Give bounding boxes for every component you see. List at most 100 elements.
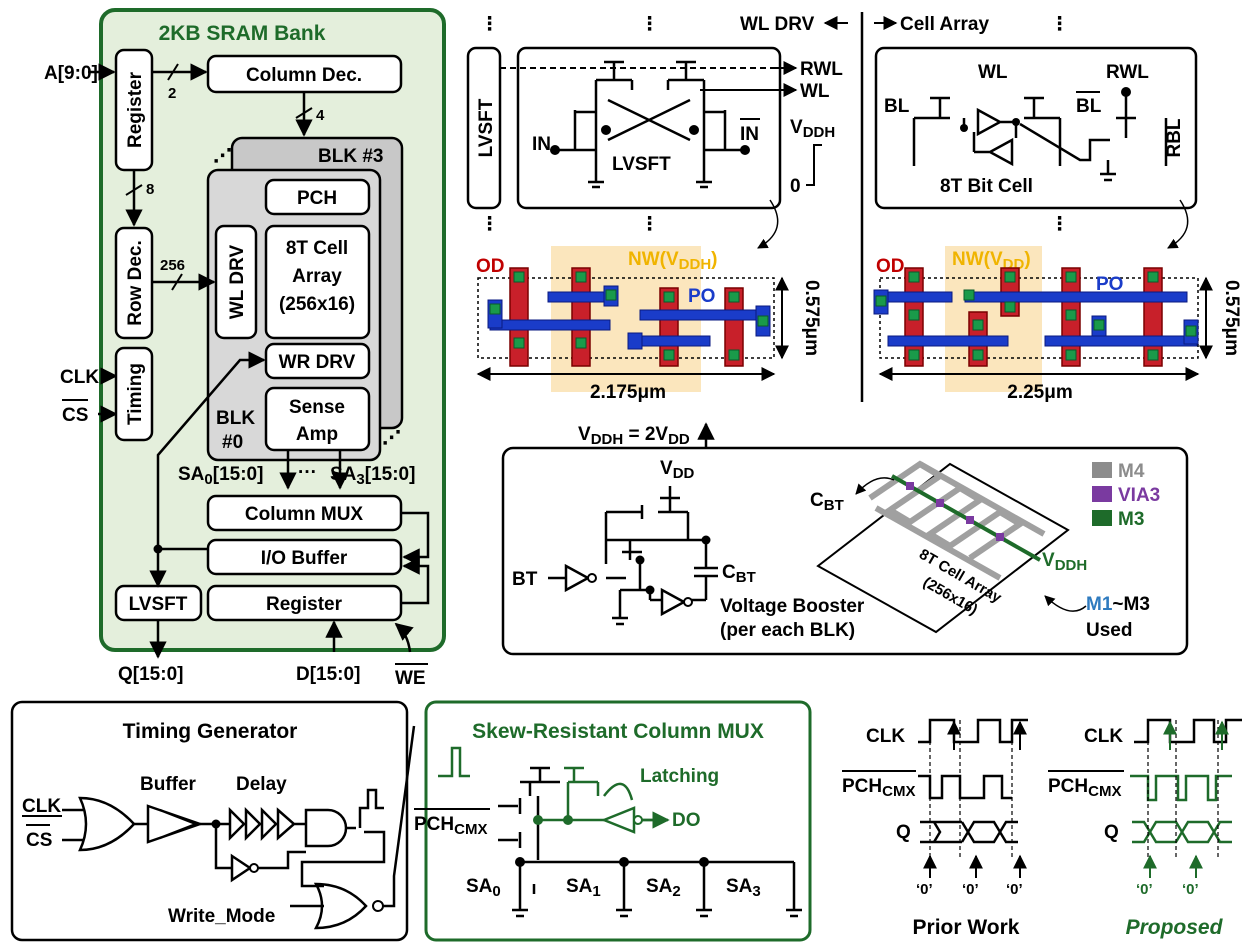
- used-label: Used: [1086, 620, 1132, 641]
- prior-zero-2: ‘0’: [962, 881, 979, 898]
- do-label: DO: [672, 810, 701, 831]
- zero-level-label: 0: [790, 176, 801, 197]
- bitcell-box: [874, 46, 1198, 210]
- bc-po-label: PO: [1096, 274, 1123, 295]
- bitcell-rbl-label: RBL: [1164, 118, 1185, 157]
- svg-text:⋮: ⋮: [1050, 14, 1069, 35]
- lvsft-circuit-label: LVSFT: [612, 154, 671, 175]
- timing-generator-title: Timing Generator: [123, 720, 298, 743]
- sense-amp-line1: Sense: [289, 397, 345, 418]
- prior-work-label: Prior Work: [913, 916, 1020, 939]
- cs-input-label: CS: [62, 405, 88, 426]
- lvsft-circuit-box: [516, 46, 782, 210]
- delay-label: Delay: [236, 774, 287, 795]
- block-0-label-1: BLK: [216, 408, 255, 429]
- bitcell-panel: ⋮ WL RWL BL BL RBL 8T Bit Cell ⋮ OD NW(V…: [873, 14, 1242, 403]
- bc-width-label: 2.25μm: [1007, 382, 1073, 403]
- svg-text:⋮: ⋮: [1050, 214, 1069, 235]
- wl-width-label: 2.175μm: [590, 382, 666, 403]
- rwl-out-label: RWL: [800, 59, 843, 80]
- bitcell-rwl-label: RWL: [1106, 62, 1149, 83]
- m3-legend: M3: [1118, 509, 1144, 530]
- prior-zero-1: ‘0’: [916, 881, 933, 898]
- sa0-label: SA0: [466, 876, 501, 900]
- column-mux-title: Skew-Resistant Column MUX: [472, 720, 764, 743]
- bitcell-label: 8T Bit Cell: [940, 176, 1033, 197]
- sa-dots: ···: [298, 462, 317, 483]
- wl-driver-panel: ⋮ ⋮ WL DRV Cell Array LVSFT RWL WL IN IN: [466, 12, 989, 403]
- bus-width-256: 256: [160, 257, 185, 274]
- m4-legend: M4: [1118, 461, 1145, 482]
- via3-swatch: [1092, 486, 1112, 502]
- booster-cbt-label: CBT: [722, 562, 756, 586]
- bc-od-label: OD: [876, 256, 905, 277]
- clk-input-label: CLK: [60, 367, 99, 388]
- wl-layout-boundary: [477, 277, 775, 359]
- wl-po-label: PO: [688, 286, 715, 307]
- sa3-label: SA3: [726, 876, 761, 900]
- output-lvsft-label: LVSFT: [129, 594, 188, 615]
- booster-vdd-label: VDD: [660, 458, 695, 482]
- row-decoder-label: Row Dec.: [125, 240, 146, 326]
- bc-height-label: 0.575μm: [1221, 280, 1242, 356]
- tg-cs-label: CS: [26, 830, 52, 851]
- vddh-layout-label: VDDH: [1042, 550, 1087, 574]
- waveform-proposed: CLK PCHCMX Q ‘0’ ‘0’ Proposed: [1048, 718, 1242, 939]
- proposed-pch-label: PCHCMX: [1048, 776, 1121, 800]
- wl-driver-block: [214, 224, 258, 340]
- cell-array-line1: 8T Cell: [286, 238, 348, 259]
- in-label: IN: [532, 134, 551, 155]
- wl-out-label: WL: [800, 81, 830, 102]
- wl-height-label: 0.575μm: [801, 280, 822, 356]
- svg-text:⋰: ⋰: [213, 146, 232, 167]
- proposed-zero-2: ‘0’: [1182, 881, 1199, 898]
- wl-drv-header: WL DRV: [740, 14, 815, 35]
- voltage-booster-panel: VDDH = 2VDD VDD BT CBT Voltage Booster (…: [501, 422, 1189, 656]
- waveform-prior-work: CLK PCHCMX Q ‘0’ ‘0’ ‘0’ Prior Work: [842, 718, 1028, 939]
- bitcell-wl-label: WL: [978, 62, 1008, 83]
- write-driver-label: WR DRV: [279, 352, 356, 373]
- cbt-layout-label: CBT: [810, 490, 844, 514]
- bc-layout-boundary: [879, 277, 1199, 359]
- io-buffer-block: [206, 538, 403, 576]
- prior-pch-label: PCHCMX: [842, 776, 915, 800]
- proposed-q-label: Q: [1104, 822, 1119, 843]
- timing-label: Timing: [125, 363, 146, 425]
- prior-clk-label: CLK: [866, 726, 905, 747]
- prior-zero-3: ‘0’: [1006, 881, 1023, 898]
- cell-array-line2: Array: [292, 266, 342, 287]
- cell-array-header: Cell Array: [900, 14, 989, 35]
- prior-q-label: Q: [896, 822, 911, 843]
- sa1-label: SA1: [566, 876, 601, 900]
- address-input-label: A[9:0]: [44, 63, 98, 84]
- in-bar-label: IN: [740, 124, 759, 145]
- column-decoder-label: Column Dec.: [246, 65, 362, 86]
- block-0-label-2: #0: [222, 432, 243, 453]
- svg-text:⋮: ⋮: [640, 214, 659, 235]
- timing-block: [114, 346, 154, 442]
- timing-generator-panel: Timing Generator CLK CS Buffer Delay Wri…: [10, 700, 416, 942]
- q-output-label: Q[15:0]: [118, 664, 183, 685]
- io-buffer-label: I/O Buffer: [261, 548, 348, 569]
- write-driver-block: [264, 342, 371, 380]
- cell-array-block: [264, 224, 371, 340]
- proposed-label: Proposed: [1126, 916, 1224, 939]
- column-mux-panel: Skew-Resistant Column MUX PCHCMX Latchin…: [414, 700, 812, 942]
- svg-text:⋮: ⋮: [640, 14, 659, 35]
- svg-text:⋮: ⋮: [480, 14, 499, 35]
- latching-label: Latching: [640, 766, 719, 787]
- bitcell-bl-label: BL: [884, 96, 910, 117]
- precharge-label: PCH: [297, 188, 337, 209]
- buffer-label: Buffer: [140, 774, 197, 795]
- via3-legend: VIA3: [1118, 485, 1160, 506]
- proposed-clk-label: CLK: [1084, 726, 1123, 747]
- column-mux-box: [424, 700, 812, 942]
- svg-text:⋮: ⋮: [480, 214, 499, 235]
- precharge-block: [264, 178, 371, 216]
- m3-swatch: [1092, 510, 1112, 526]
- vddh-equation: VDDH = 2VDD: [578, 424, 690, 448]
- vddh-label: VDDH: [790, 117, 835, 141]
- booster-title-2: (per each BLK): [720, 620, 855, 641]
- data-register-label: Register: [266, 594, 343, 615]
- timing-generator-box: [10, 700, 409, 942]
